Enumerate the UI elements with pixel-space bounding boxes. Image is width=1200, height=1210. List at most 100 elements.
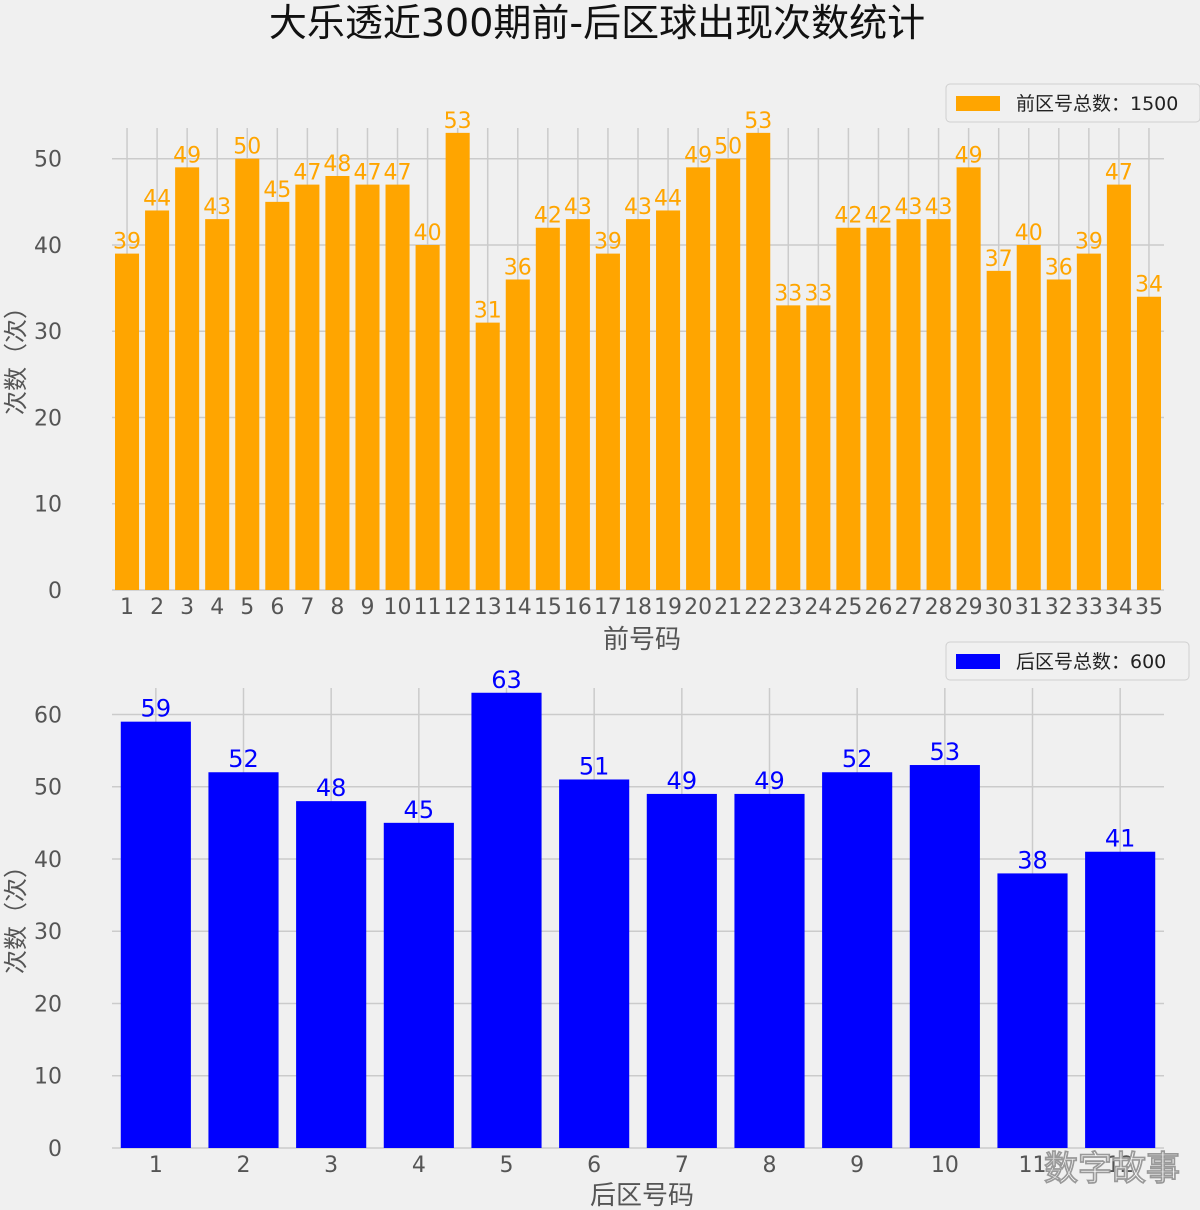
x-tick-label: 8	[763, 1153, 777, 1178]
bar-value-label: 47	[384, 161, 412, 186]
x-tick-label: 33	[1075, 595, 1103, 620]
bar	[295, 184, 320, 590]
x-tick-label: 19	[654, 595, 682, 620]
bar-value-label: 47	[1105, 161, 1133, 186]
bar-value-label: 53	[930, 738, 961, 766]
y-tick-label: 10	[34, 1065, 62, 1090]
bar	[909, 765, 980, 1148]
bar	[836, 227, 861, 591]
x-tick-label: 14	[504, 595, 532, 620]
x-tick-label: 11	[414, 595, 442, 620]
bar-value-label: 42	[864, 204, 892, 229]
bar	[385, 184, 410, 590]
bar-value-label: 31	[474, 299, 502, 324]
bar	[1106, 184, 1131, 590]
x-tick-label: 8	[330, 595, 344, 620]
bar	[145, 210, 170, 590]
bar	[686, 167, 711, 590]
x-tick-label: 28	[925, 595, 953, 620]
bar	[355, 184, 380, 590]
bar-value-label: 51	[579, 752, 610, 780]
bar-value-label: 48	[323, 152, 351, 177]
x-tick-label: 25	[834, 595, 862, 620]
bar	[776, 305, 801, 590]
y-tick-label: 30	[34, 320, 62, 345]
x-tick-label: 3	[180, 595, 194, 620]
bar-value-label: 47	[293, 161, 321, 186]
bar	[646, 793, 717, 1148]
bar-value-label: 34	[1135, 273, 1163, 298]
bar	[716, 158, 741, 590]
legend-label: 前区号总数：1500	[1016, 93, 1178, 115]
legend-box	[945, 83, 1200, 123]
bar-value-label: 43	[925, 195, 953, 220]
bar	[205, 219, 230, 590]
x-tick-label: 10	[931, 1153, 959, 1178]
bar-value-label: 49	[955, 143, 983, 168]
bar-value-label: 49	[754, 767, 785, 795]
y-tick-label: 20	[34, 406, 62, 431]
x-tick-label: 13	[474, 595, 502, 620]
y-tick-label: 40	[34, 848, 62, 873]
y-tick-label: 30	[34, 920, 62, 945]
y-tick-label: 60	[34, 703, 62, 728]
bar	[383, 822, 454, 1148]
bar-value-label: 48	[316, 774, 347, 802]
bar-value-label: 44	[143, 186, 171, 211]
x-tick-label: 7	[675, 1153, 689, 1178]
x-tick-label: 5	[500, 1153, 514, 1178]
bar	[208, 772, 279, 1148]
x-tick-label: 21	[714, 595, 742, 620]
legend-swatch	[956, 654, 1000, 669]
bar	[115, 253, 140, 590]
back-zone-chart: 0 10 20 30 40 50 60 59 1 52 2 48 3 45 4 63 5 51 6 49 7 49 8 52 9…	[2, 641, 1190, 1210]
bar	[559, 779, 630, 1148]
bar-value-label: 43	[564, 195, 592, 220]
x-tick-label: 15	[534, 595, 562, 620]
bar-value-label: 49	[667, 767, 698, 795]
y-tick-label: 50	[34, 776, 62, 801]
x-tick-label: 2	[237, 1153, 251, 1178]
bar-value-label: 53	[744, 109, 772, 134]
bar-value-label: 39	[594, 230, 622, 255]
bar-value-label: 40	[414, 221, 442, 246]
bar	[475, 322, 500, 590]
y-tick-label: 20	[34, 992, 62, 1017]
x-tick-label: 29	[955, 595, 983, 620]
bar-value-label: 49	[684, 143, 712, 168]
bar	[471, 692, 542, 1148]
bar	[866, 227, 891, 591]
x-tick-label: 22	[744, 595, 772, 620]
bar-value-label: 43	[203, 195, 231, 220]
x-tick-label: 10	[384, 595, 412, 620]
bar	[296, 801, 367, 1148]
bar	[896, 219, 921, 590]
front-zone-chart: 0102030405039144249343450545647748847947…	[2, 83, 1200, 655]
bar-value-label: 39	[113, 230, 141, 255]
x-tick-label: 26	[864, 595, 892, 620]
y-tick-label: 0	[48, 1137, 62, 1162]
x-tick-label: 34	[1105, 595, 1133, 620]
x-tick-label: 1	[149, 1153, 163, 1178]
bar	[956, 167, 981, 590]
x-tick-label: 35	[1135, 595, 1163, 620]
x-tick-label: 9	[360, 595, 374, 620]
bar-value-label: 37	[985, 247, 1013, 272]
y-tick-label: 40	[34, 234, 62, 259]
bar-value-label: 38	[1017, 846, 1048, 874]
bar-value-label: 45	[263, 178, 291, 203]
x-tick-label: 6	[270, 595, 284, 620]
bar	[1136, 296, 1161, 590]
legend-box	[945, 641, 1190, 681]
x-tick-label: 4	[412, 1153, 426, 1178]
y-tick-label: 0	[48, 579, 62, 604]
bar-value-label: 59	[141, 695, 172, 723]
bar-value-label: 33	[804, 281, 832, 306]
bar	[1016, 244, 1041, 591]
bar	[445, 132, 470, 590]
bar	[1076, 253, 1101, 590]
x-axis-label: 后区号码	[590, 1181, 694, 1210]
bar-value-label: 50	[233, 135, 261, 160]
bar-value-label: 42	[834, 204, 862, 229]
